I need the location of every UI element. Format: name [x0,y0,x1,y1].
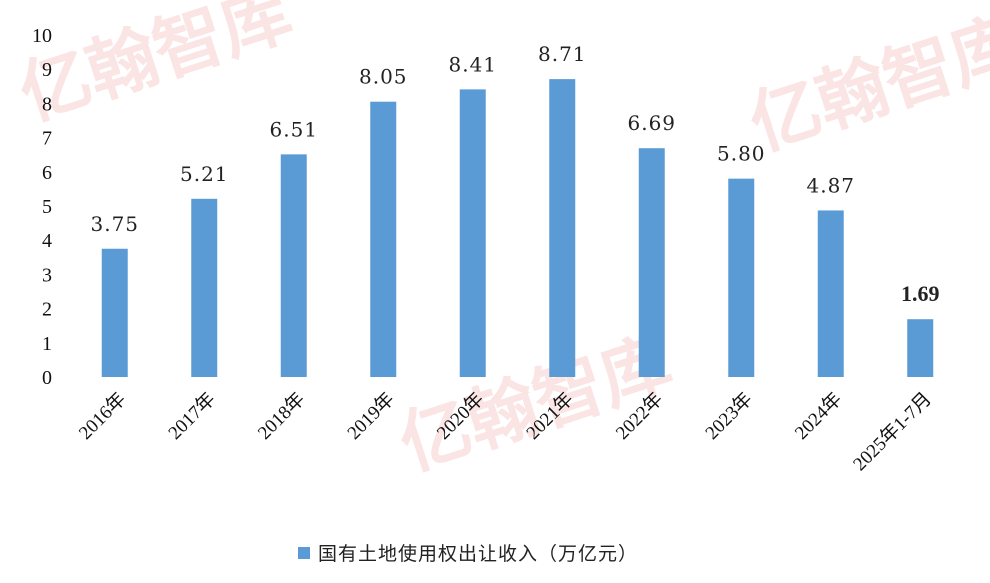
bar-value-label: 8.05 [359,65,408,89]
bar-value-label: 6.69 [627,111,676,135]
x-tick-label: 2025年1-7月 [849,388,936,475]
bar [907,319,934,377]
y-tick-label: 10 [32,25,52,47]
x-tick-label: 2017年 [164,388,220,444]
bar [459,89,486,378]
x-tick-label: 2019年 [343,388,399,444]
y-tick-label: 4 [42,230,52,252]
y-tick-label: 2 [42,299,52,321]
bar-value-label: 3.75 [90,212,139,236]
y-tick-label: 5 [42,196,52,218]
legend-swatch [298,547,310,559]
bar-value-label: 5.21 [180,162,229,186]
watermark-logo-top-left: 亿翰智库 [10,0,302,136]
bar [817,210,844,377]
bar-value-label: 4.87 [806,173,855,197]
legend-label: 国有土地使用权出让收入（万亿元） [318,543,638,565]
bar [101,248,128,377]
x-tick-label: 2016年 [74,388,130,444]
y-tick-label: 9 [42,59,52,81]
bar-value-label: 1.69 [901,281,940,306]
bar [370,101,397,377]
bar [728,178,755,377]
bar-value-label: 6.51 [269,117,318,141]
y-tick-label: 0 [42,367,52,389]
bar [638,148,665,377]
bar-value-label: 5.80 [717,142,766,166]
y-tick-label: 8 [42,93,52,115]
x-tick-label: 2023年 [701,388,757,444]
bar-value-labels: 3.75 5.21 6.51 8.05 8.41 8.71 6.69 5.80 4.87 1.69 [90,42,939,306]
y-tick-label: 7 [42,128,52,150]
y-tick-label: 6 [42,162,52,184]
watermark-logo-top-right: 亿翰智库 [740,2,990,167]
bar-value-label: 8.41 [448,52,497,76]
y-tick-label: 3 [42,264,52,286]
y-tick-label: 1 [42,333,52,355]
x-tick-label: 2018年 [253,388,309,444]
bar [549,79,576,378]
x-tick-label: 2024年 [790,388,846,444]
bar [280,154,307,377]
bar-series [101,79,934,378]
bar [191,198,218,377]
legend: 国有土地使用权出让收入（万亿元） [298,543,638,565]
y-axis-ticks: 0 1 2 3 4 5 6 7 8 9 10 [32,25,52,389]
bar-value-label: 8.71 [538,42,587,66]
